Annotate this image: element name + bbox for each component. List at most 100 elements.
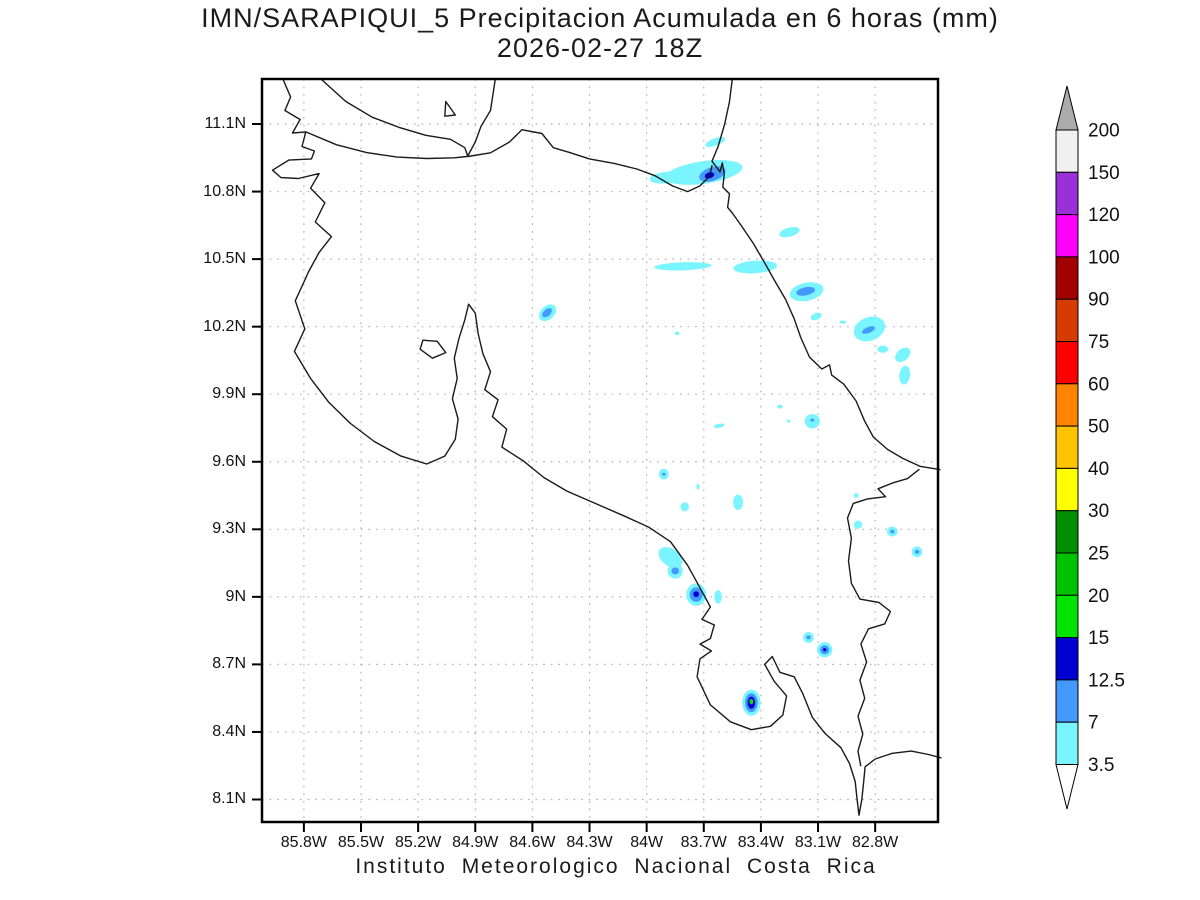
map-plot-area [252, 77, 942, 832]
colorbar-level-label-200: 200 [1088, 121, 1120, 142]
precip-blob-3.5mm [810, 312, 822, 321]
coastline-caribbean-coast [711, 78, 941, 471]
precip-blob-3.5mm [839, 320, 847, 324]
colorbar-segment-75mm [1055, 298, 1079, 342]
precip-blob-3.5mm [654, 262, 712, 271]
lat-tick-label-10.8N: 10.8N [203, 182, 246, 200]
precip-blob-15mm [749, 698, 754, 705]
lat-tick-label-9.3N: 9.3N [212, 520, 246, 538]
chart-title: IMN/SARAPIQUI_5 Precipitacion Acumulada … [201, 3, 999, 33]
lon-tick-label-84.3W: 84.3W [566, 834, 613, 851]
precip-blob-3.5mm [680, 502, 689, 512]
lon-tick-label-84.9W: 84.9W [452, 834, 499, 851]
precip-blob-3.5mm [696, 483, 700, 490]
precip-blob-7mm [810, 418, 815, 422]
precip-blob-3.5mm [853, 493, 859, 498]
lon-tick-label-84W: 84W [630, 834, 664, 851]
colorbar-segment-60mm [1055, 341, 1079, 385]
coastline-lake-island [444, 100, 456, 117]
precipitation-shading-layer [538, 137, 923, 716]
colorbar-segment-90mm [1055, 256, 1079, 300]
axis-tick-layer [252, 123, 877, 832]
colorbar-segment-25mm [1055, 510, 1079, 554]
lon-tick-label-83.4W: 83.4W [737, 834, 785, 851]
lat-tick-label-8.4N: 8.4N [212, 722, 246, 740]
lat-tick-label-9N: 9N [225, 587, 246, 605]
precip-blob-3.5mm [853, 520, 863, 529]
colorbar-level-label-3.5: 3.5 [1088, 755, 1114, 776]
grid-layer [262, 79, 938, 822]
precip-blob-7mm [890, 529, 895, 534]
colorbar-level-label-20: 20 [1088, 586, 1109, 607]
colorbar-below-min-arrow [1055, 764, 1079, 810]
colorbar-segment-30mm [1055, 467, 1079, 512]
lat-tick-label-10.2N: 10.2N [203, 317, 246, 335]
colorbar-level-label-75: 75 [1088, 332, 1109, 353]
colorbar-level-label-30: 30 [1088, 501, 1109, 522]
precip-blob-7mm [914, 549, 920, 554]
coastline-layer [271, 78, 942, 816]
colorbar-level-label-120: 120 [1088, 205, 1120, 226]
precip-blob-3.5mm [733, 260, 778, 274]
colorbar-segment-15mm [1055, 594, 1079, 639]
precip-blob-7mm [806, 635, 811, 640]
lat-tick-label-9.9N: 9.9N [212, 385, 246, 403]
lon-tick-label-82.8W: 82.8W [852, 834, 899, 851]
lat-tick-label-11.1N: 11.1N [204, 115, 246, 133]
lat-tick-label-9.6N: 9.6N [212, 452, 246, 470]
colorbar-level-label-12.5: 12.5 [1088, 670, 1125, 691]
lon-tick-label-84.6W: 84.6W [509, 834, 556, 851]
lon-tick-label-85.2W: 85.2W [395, 834, 442, 851]
precip-blob-3.5mm [899, 365, 911, 385]
colorbar-above-max-arrow [1055, 85, 1079, 131]
lat-tick-label-10.5N: 10.5N [203, 250, 246, 268]
attribution-text: Instituto Meteorologico Nacional Costa R… [355, 855, 877, 878]
precip-blob-12.5mm [693, 591, 700, 598]
coastline-rio-san-juan-border [467, 129, 713, 193]
precip-blob-3.5mm [895, 347, 911, 363]
precip-blob-7mm [796, 286, 816, 296]
colorbar-level-label-60: 60 [1088, 374, 1109, 395]
colorbar-level-label-40: 40 [1088, 459, 1109, 480]
precip-blob-3.5mm [674, 331, 680, 336]
precip-blob-7mm [542, 308, 552, 318]
lon-tick-label-85.8W: 85.8W [280, 834, 328, 851]
lon-tick-label-83.1W: 83.1W [794, 834, 842, 851]
precip-blob-7mm [671, 567, 680, 575]
colorbar-segment-20mm [1055, 552, 1079, 596]
precip-blob-3.5mm [786, 419, 791, 423]
colorbar-level-label-50: 50 [1088, 417, 1109, 438]
colorbar-segment-100mm [1055, 214, 1079, 258]
colorbar-legend: 200 150 120 100 90 75 60 50 40 30 25 20 15 12.5 7 3.5 [1055, 85, 1125, 810]
precip-blob-3.5mm [713, 423, 725, 428]
chart-subtitle-datetime: 2026-02-27 18Z [496, 33, 704, 63]
colorbar-level-label-7: 7 [1088, 713, 1099, 734]
colorbar-level-label-100: 100 [1088, 247, 1120, 268]
plot-frame [260, 77, 940, 824]
precip-blob-7mm [662, 472, 666, 476]
colorbar-segment-150mm [1055, 129, 1079, 173]
colorbar-segment-50mm [1055, 383, 1079, 427]
colorbar-level-label-150: 150 [1088, 163, 1120, 184]
lon-tick-label-85.5W: 85.5W [337, 834, 385, 851]
colorbar-segment-120mm [1055, 171, 1079, 216]
lat-tick-label-8.1N: 8.1N [212, 790, 246, 808]
colorbar-segment-12.5mm [1055, 637, 1079, 681]
lon-tick-label-83.7W: 83.7W [680, 834, 727, 851]
precip-blob-3.5mm [777, 404, 783, 409]
coastline-gulf-island [419, 339, 447, 359]
coastline-pacific-coast-and-south [271, 78, 942, 816]
colorbar-level-label-15: 15 [1088, 628, 1109, 649]
precip-blob-3.5mm [779, 226, 800, 238]
lat-tick-label-8.7N: 8.7N [212, 655, 246, 673]
precip-blob-7mm [862, 326, 875, 334]
precip-blob-3.5mm [658, 547, 683, 568]
precip-blob-3.5mm [877, 345, 889, 353]
coastline-panama-border [846, 468, 920, 767]
colorbar-body [1055, 85, 1079, 810]
colorbar-level-label-25: 25 [1088, 544, 1109, 565]
precip-blob-3.5mm [733, 494, 744, 510]
precip-blob-3.5mm [705, 137, 726, 147]
coastline-nicaragua-border-west [305, 131, 468, 160]
